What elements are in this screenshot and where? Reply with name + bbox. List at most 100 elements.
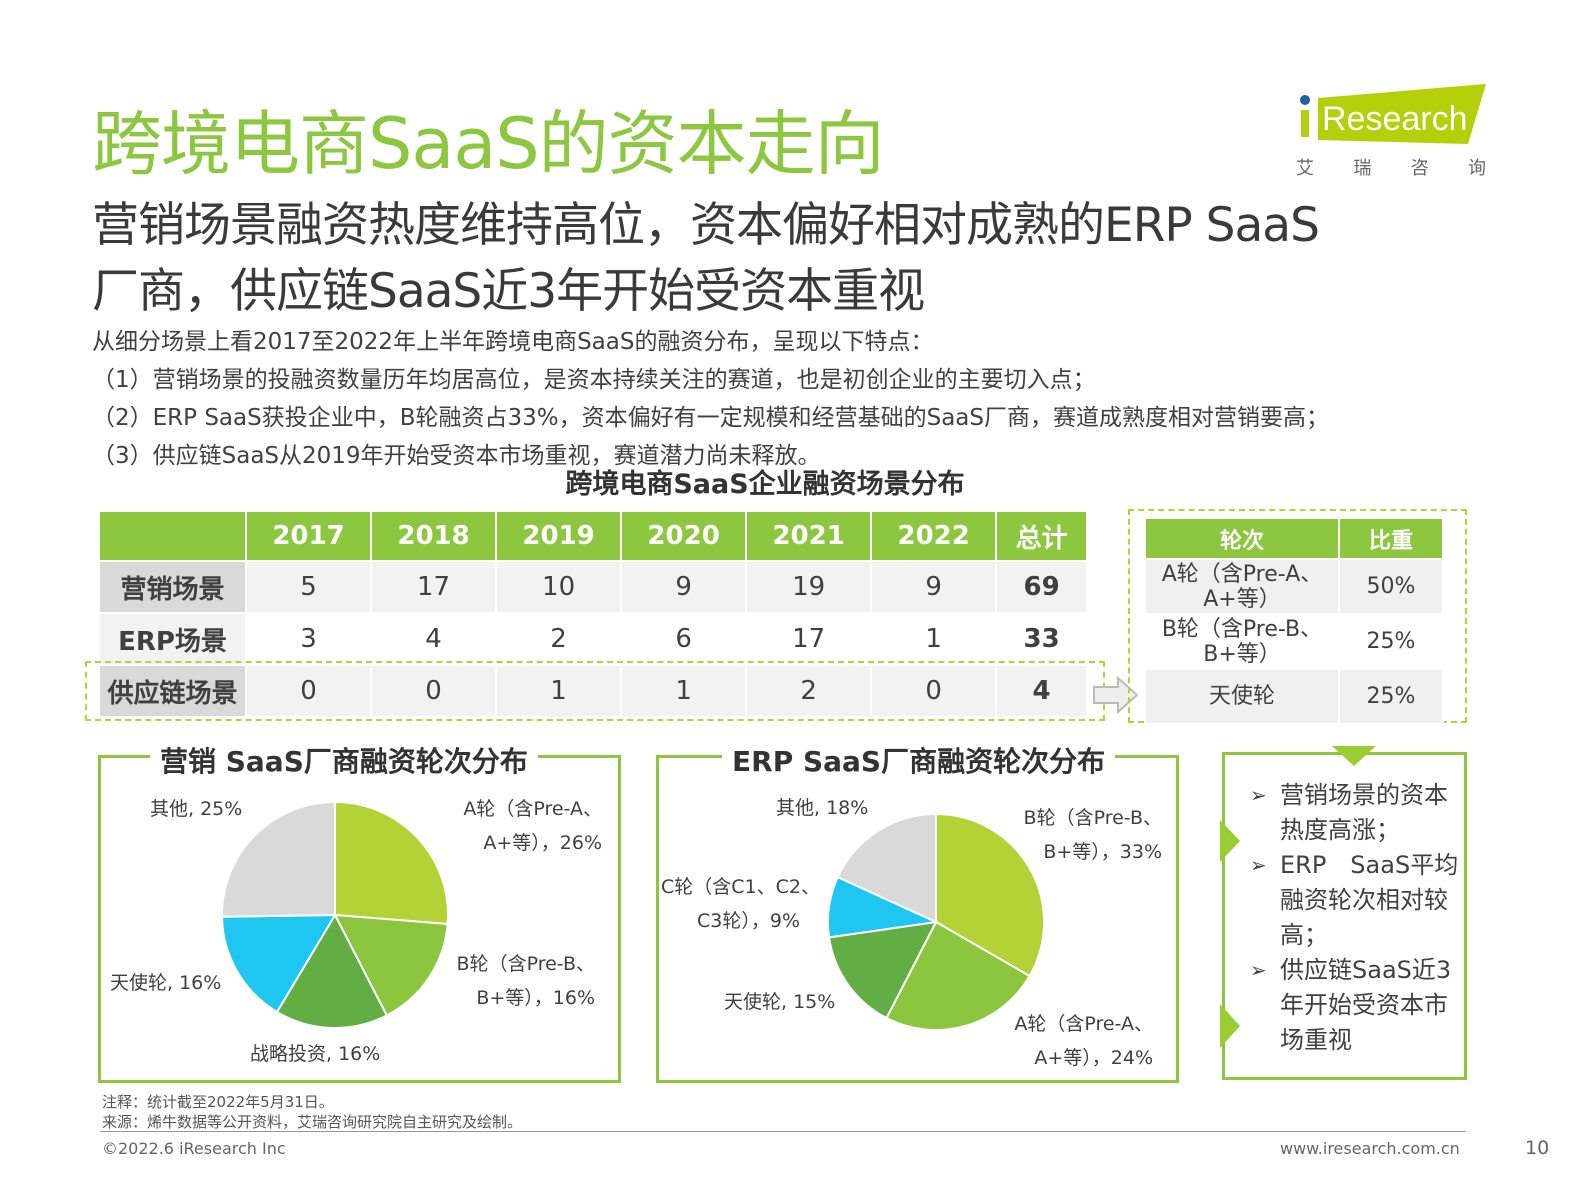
summary-decor — [1220, 746, 1376, 1048]
body-line: 从细分场景上看2017至2022年上半年跨境电商SaaS的融资分布，呈现以下特点… — [92, 329, 934, 355]
marketing-pie-chart — [220, 800, 449, 1029]
scene-table: 2017 2018 2019 2020 2021 2022 总计 营销场景 5 … — [98, 510, 1088, 718]
body-line: （3）供应链SaaS从2019年开始受资本市场重视，赛道潜力尚未释放。 — [92, 443, 821, 469]
triangle-right-icon — [1220, 1004, 1240, 1048]
marketing-pie-title: 营销 SaaS厂商融资轮次分布 — [150, 740, 538, 780]
iresearch-logo-icon: Research — [1300, 84, 1486, 144]
body-line: （1）营销场景的投融资数量历年均居高位，是资本持续关注的赛道，也是初创企业的主要… — [92, 367, 1096, 393]
pie-slice — [221, 800, 336, 918]
pie-slice — [333, 913, 449, 1017]
pie-label-b: B轮（含Pre-B、 B+等），16% — [456, 953, 595, 1009]
footer-divider — [100, 1131, 1466, 1132]
table-row: B轮（含Pre-B、B+等） 25% — [1144, 613, 1444, 670]
cell: 5 — [244, 560, 373, 614]
pie-label-c: C轮（含C1、C2、 C3轮），9% — [661, 876, 820, 932]
table-row: A轮（含Pre-A、A+等） 50% — [1144, 558, 1444, 615]
logo: Research 艾 瑞 咨 询 — [1296, 84, 1491, 179]
pie-slice — [935, 812, 1045, 978]
table-header-row: 2017 2018 2019 2020 2021 2022 总计 — [98, 510, 1088, 562]
pie-label-a: A轮（含Pre-A、 A+等），24% — [1014, 1013, 1153, 1069]
logo-cn-char: 瑞 — [1353, 158, 1372, 179]
column-header: 轮次 — [1144, 517, 1340, 560]
summary-item: ➢ 营销场景的资本热度高涨； — [1250, 778, 1460, 848]
column-header — [98, 510, 247, 562]
pie-label-other: 其他, 18% — [776, 797, 869, 819]
cell: 19 — [745, 560, 873, 614]
cell: 10 — [495, 560, 623, 614]
pie-label-other: 其他, 25% — [150, 798, 243, 820]
row-label: 营销场景 — [98, 560, 247, 614]
page-number: 10 — [1525, 1137, 1550, 1159]
share-cell: 25% — [1338, 613, 1444, 670]
row-label: 供应链场景 — [98, 664, 247, 718]
logo-cn-char: 询 — [1467, 158, 1486, 179]
cell: 17 — [370, 560, 498, 614]
total-cell: 69 — [995, 560, 1088, 614]
round-cell: B轮（含Pre-B、B+等） — [1144, 613, 1340, 670]
supply-row-highlight — [85, 661, 1105, 721]
cell: 3 — [244, 612, 373, 666]
cell: 0 — [870, 664, 998, 718]
pie-slice — [275, 912, 389, 1029]
cell: 1 — [495, 664, 623, 718]
website-link[interactable]: www.iresearch.com.cn — [1280, 1139, 1460, 1158]
pie-slice — [836, 812, 937, 924]
arrow-right-icon — [1093, 676, 1139, 714]
total-cell: 33 — [995, 612, 1088, 666]
logo-cn-char: 咨 — [1410, 158, 1429, 179]
table-row: 供应链场景 0 0 1 1 2 0 4 — [98, 664, 1088, 718]
round-cell: A轮（含Pre-A、A+等） — [1144, 558, 1340, 615]
column-header: 2017 — [244, 510, 373, 562]
erp-pie-title: ERP SaaS厂商融资轮次分布 — [722, 740, 1116, 780]
arrow-bullet-icon: ➢ — [1250, 853, 1267, 877]
cell: 4 — [370, 612, 498, 666]
total-cell: 4 — [995, 664, 1088, 718]
row-label: ERP场景 — [98, 612, 247, 666]
cell: 1 — [870, 612, 998, 666]
arrow-bullet-icon: ➢ — [1250, 958, 1267, 982]
cell: 6 — [620, 612, 748, 666]
subtitle-line-1: 营销场景融资热度维持高位，资本偏好相对成熟的ERP SaaS — [92, 198, 1320, 253]
column-header: 2019 — [495, 510, 623, 562]
triangle-right-icon — [1220, 820, 1240, 862]
table-row: 营销场景 5 17 10 9 19 9 69 — [98, 560, 1088, 614]
pie-label-b: B轮（含Pre-B、 B+等），33% — [1023, 807, 1162, 863]
table-row: ERP场景 3 4 2 6 17 1 33 — [98, 612, 1088, 666]
footer-note: 注释：统计截至2022年5月31日。 — [102, 1093, 334, 1111]
footer-source: 来源：烯牛数据等公开资料，艾瑞咨询研究院自主研究及绘制。 — [102, 1113, 523, 1131]
round-table: 轮次 比重 A轮（含Pre-A、A+等） 50% B轮（含Pre-B、B+等） 25%… — [1144, 517, 1444, 725]
svg-text:Research: Research — [1322, 100, 1468, 138]
pie-label-angel: 天使轮, 15% — [724, 991, 836, 1013]
pie-label-angel: 天使轮, 16% — [110, 972, 222, 994]
arrow-bullet-icon: ➢ — [1250, 783, 1267, 807]
cell: 0 — [244, 664, 373, 718]
logo-cn-char: 艾 — [1296, 158, 1314, 179]
triangle-down-icon — [1332, 746, 1376, 766]
share-cell: 25% — [1338, 668, 1444, 725]
cell: 0 — [370, 664, 498, 718]
pie-label-a: A轮（含Pre-A、 A+等），26% — [463, 798, 602, 854]
cell: 1 — [620, 664, 748, 718]
summary-list: ➢ 营销场景的资本热度高涨； ➢ ERP SaaS平均融资轮次相对较高； ➢ 供应链S… — [1250, 778, 1460, 1058]
table-title: 跨境电商SaaS企业融资场景分布 — [565, 469, 965, 500]
pie-label-strategic: 战略投资, 16% — [250, 1043, 381, 1065]
cell: 9 — [870, 560, 998, 614]
column-header: 2018 — [370, 510, 498, 562]
erp-pie-chart — [827, 812, 1045, 1031]
column-header: 总计 — [995, 510, 1088, 562]
column-header: 比重 — [1338, 517, 1444, 560]
cell: 17 — [745, 612, 873, 666]
column-header: 2021 — [745, 510, 873, 562]
page-title: 跨境电商SaaS的资本走向 — [92, 103, 885, 185]
pie-slice — [220, 913, 337, 1014]
copyright: ©2022.6 iResearch Inc — [102, 1139, 286, 1158]
share-cell: 50% — [1338, 558, 1444, 615]
cell: 2 — [745, 664, 873, 718]
column-header: 2022 — [870, 510, 998, 562]
cell: 9 — [620, 560, 748, 614]
round-cell: 天使轮 — [1144, 668, 1340, 725]
summary-item: ➢ 供应链SaaS近3年开始受资本市场重视 — [1250, 953, 1460, 1058]
summary-item: ➢ ERP SaaS平均融资轮次相对较高； — [1250, 848, 1460, 953]
pie-slice — [334, 800, 449, 926]
subtitle-line-2: 厂商，供应链SaaS近3年开始受资本重视 — [92, 264, 925, 319]
